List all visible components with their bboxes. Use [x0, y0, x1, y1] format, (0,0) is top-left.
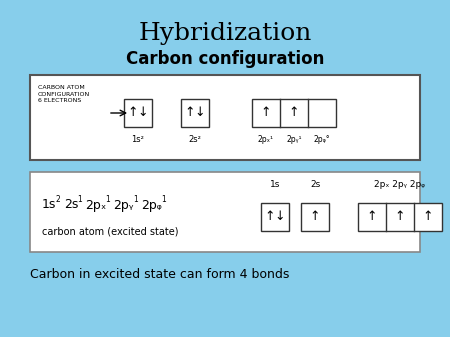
- Bar: [301, 203, 329, 231]
- Bar: [358, 203, 442, 231]
- Text: 2: 2: [55, 195, 60, 205]
- Text: 2s: 2s: [64, 198, 78, 212]
- Text: Carbon in excited state can form 4 bonds: Carbon in excited state can form 4 bonds: [30, 268, 289, 281]
- Text: ↑: ↑: [184, 106, 195, 120]
- Text: ↑: ↑: [310, 211, 320, 223]
- Text: 2pₓ 2pᵧ 2pᵩ: 2pₓ 2pᵧ 2pᵩ: [374, 180, 426, 189]
- Text: ↑: ↑: [128, 106, 138, 120]
- Text: 2pᵧ¹: 2pᵧ¹: [286, 135, 302, 144]
- Text: 1s: 1s: [270, 180, 280, 189]
- Text: 1s²: 1s²: [131, 135, 144, 144]
- Text: carbon atom (excited state): carbon atom (excited state): [42, 227, 179, 237]
- Text: 2pᵩ: 2pᵩ: [141, 198, 162, 212]
- Text: CARBON ATOM
CONFIGURATION
6 ELECTRONS: CARBON ATOM CONFIGURATION 6 ELECTRONS: [38, 85, 90, 103]
- Text: 1: 1: [133, 195, 138, 205]
- Text: 1: 1: [161, 195, 166, 205]
- Bar: [30, 75, 420, 160]
- Text: 1: 1: [105, 195, 110, 205]
- Text: 2pₓ¹: 2pₓ¹: [258, 135, 274, 144]
- Bar: [181, 99, 209, 127]
- Text: Carbon configuration: Carbon configuration: [126, 50, 324, 68]
- Text: ↑: ↑: [423, 211, 433, 223]
- Text: 2s²: 2s²: [189, 135, 202, 144]
- Bar: [124, 99, 152, 127]
- Text: 2pᵧ: 2pᵧ: [113, 198, 134, 212]
- Text: 1: 1: [77, 195, 82, 205]
- Text: ↑: ↑: [367, 211, 377, 223]
- Text: ↑: ↑: [261, 106, 271, 120]
- Text: ↓: ↓: [275, 211, 285, 223]
- Text: ↑: ↑: [289, 106, 299, 120]
- Text: ↓: ↓: [195, 106, 205, 120]
- Bar: [261, 203, 289, 231]
- Text: 2s: 2s: [310, 180, 320, 189]
- Text: 2pₓ: 2pₓ: [85, 198, 106, 212]
- Text: 1s: 1s: [42, 198, 56, 212]
- Bar: [252, 99, 336, 127]
- Text: ↑: ↑: [395, 211, 405, 223]
- Text: ↑: ↑: [265, 211, 275, 223]
- Bar: [30, 172, 420, 252]
- Text: ↓: ↓: [138, 106, 148, 120]
- Text: 2pᵩ°: 2pᵩ°: [314, 135, 330, 144]
- Text: Hybridization: Hybridization: [138, 22, 312, 45]
